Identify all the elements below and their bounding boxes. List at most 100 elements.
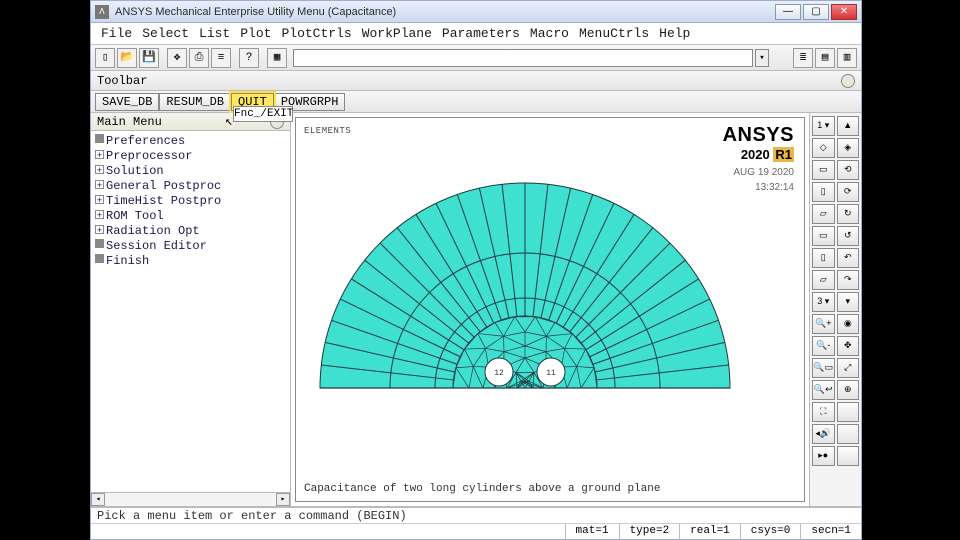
fit-view-icon[interactable]: ⛶ [812,402,835,422]
menu-parameters[interactable]: Parameters [438,24,524,43]
top-view-icon[interactable]: ▱ [812,204,835,224]
rot-nx-icon[interactable]: ↺ [837,226,860,246]
gui-conf-icon[interactable]: ≣ [793,48,813,68]
command-input[interactable] [293,49,753,67]
contour-icon[interactable]: ▤ [815,48,835,68]
status-blank [91,524,565,539]
report-icon[interactable]: ≡ [211,48,231,68]
oblique-view-icon[interactable]: ◈ [837,138,860,158]
tree-item-session-editor[interactable]: Session Editor [95,239,286,254]
status-real: real=1 [679,524,740,539]
blank-icon[interactable] [837,402,860,422]
prev-anim-icon[interactable]: ◂🔊 [812,424,835,444]
next-anim-icon[interactable]: ▸● [812,446,835,466]
roty-icon[interactable]: ⟳ [837,182,860,202]
help-icon[interactable]: ? [239,48,259,68]
status-secn: secn=1 [800,524,861,539]
bottom-view-icon[interactable]: ▱ [812,270,835,290]
leaf-icon[interactable] [95,134,104,143]
rot-ny-icon[interactable]: ↶ [837,248,860,268]
view-toolbar: 1 ▾ ▲ ◇ ◈ ▭ ⟲ ▯ ⟳ ▱ ↻ ▭ ↺ ▯ ↶ ▱ ↷ 3 ▾ ▾ … [809,113,861,506]
menu-workplane[interactable]: WorkPlane [358,24,436,43]
graphics-viewport[interactable]: ELEMENTS ANSYS 2020 R1 AUG 19 2020 13:32… [295,117,805,502]
expand-icon[interactable]: + [95,210,104,219]
menu-file[interactable]: File [97,24,136,43]
zoom-inc-button[interactable]: 3 ▾ [812,292,835,312]
raise-icon[interactable]: ▦ [267,48,287,68]
icon-toolbar: ▯ 📂 💾 ✥ ⎙ ≡ ? ▦ ▾ ≣ ▤ ▥ [91,45,861,71]
resume-db-button[interactable]: RESUM_DB [159,93,231,111]
zoom-in-icon[interactable]: 🔍+ [812,314,835,334]
zoom-box-icon[interactable]: 🔍▭ [812,358,835,378]
reset-icon[interactable]: ▥ [837,48,857,68]
screen-ctr-icon[interactable]: ⊕ [837,380,860,400]
ansys-brand: ANSYS [723,124,794,146]
leaf-icon[interactable] [95,254,104,263]
quick-buttons: SAVE_DB RESUM_DB QUIT POWRGRPH [91,91,861,113]
menu-macro[interactable]: Macro [526,24,573,43]
dyn-rotate-icon[interactable]: ◉ [837,314,860,334]
scroll-left-icon[interactable]: ◂ [91,493,105,506]
zoom-rate-icon[interactable]: ▾ [837,292,860,312]
tree-item-label: Solution [106,164,164,178]
zoom-back-icon[interactable]: 🔍↩ [812,380,835,400]
scroll-track[interactable] [105,493,276,506]
menu-select[interactable]: Select [138,24,193,43]
expand-icon[interactable]: + [95,180,104,189]
left-view-icon[interactable]: ▯ [812,248,835,268]
maximize-button[interactable]: ▢ [803,4,829,20]
tree-item-rom-tool[interactable]: +ROM Tool [95,209,286,224]
window-num-button[interactable]: 1 ▾ [812,116,835,136]
iso-view-icon[interactable]: ◇ [812,138,835,158]
rotz-icon[interactable]: ↻ [837,204,860,224]
menu-list[interactable]: List [195,24,234,43]
tree-item-radiation-opt[interactable]: +Radiation Opt [95,224,286,239]
menu-plot[interactable]: Plot [236,24,275,43]
front-view-icon[interactable]: ▭ [812,160,835,180]
tree-item-timehist-postpro[interactable]: +TimeHist Postpro [95,194,286,209]
menu-plotctrls[interactable]: PlotCtrls [277,24,355,43]
right-view-icon[interactable]: ▯ [812,182,835,202]
menubar: File Select List Plot PlotCtrls WorkPlan… [91,23,861,45]
save-icon[interactable]: 💾 [139,48,159,68]
pan-icon[interactable]: ✥ [167,48,187,68]
dyn-zoom-icon[interactable]: ⤢ [837,358,860,378]
minimize-button[interactable]: — [775,4,801,20]
status-area: Pick a menu item or enter a command (BEG… [91,507,861,539]
toolbar-collapse-icon[interactable] [841,74,855,88]
fit-up-icon[interactable]: ▲ [837,116,860,136]
expand-icon[interactable]: + [95,225,104,234]
dyn-pan-icon[interactable]: ✥ [837,336,860,356]
plot-caption: Capacitance of two long cylinders above … [304,483,660,495]
menu-menuctrls[interactable]: MenuCtrls [575,24,653,43]
rot-nz-icon[interactable]: ↷ [837,270,860,290]
main-menu-panel: Main Menu Preferences+Preprocessor+Solut… [91,113,291,506]
blank3-icon[interactable] [837,446,860,466]
status-mat: mat=1 [565,524,619,539]
toolbar-label-row: Toolbar [91,71,861,91]
rotx-icon[interactable]: ⟲ [837,160,860,180]
leaf-icon[interactable] [95,239,104,248]
expand-icon[interactable]: + [95,150,104,159]
scroll-right-icon[interactable]: ▸ [276,493,290,506]
command-dropdown[interactable]: ▾ [755,49,769,67]
tree-item-preferences[interactable]: Preferences [95,134,286,149]
open-icon[interactable]: 📂 [117,48,137,68]
tree-item-label: Radiation Opt [106,224,200,238]
new-icon[interactable]: ▯ [95,48,115,68]
menu-help[interactable]: Help [655,24,694,43]
save-db-button[interactable]: SAVE_DB [95,93,159,111]
close-button[interactable]: ✕ [831,4,857,20]
tree-item-general-postproc[interactable]: +General Postproc [95,179,286,194]
expand-icon[interactable]: + [95,195,104,204]
expand-icon[interactable]: + [95,165,104,174]
tree-item-solution[interactable]: +Solution [95,164,286,179]
tree-item-preprocessor[interactable]: +Preprocessor [95,149,286,164]
tree-hscroll[interactable]: ◂ ▸ [91,492,290,506]
zoom-out-icon[interactable]: 🔍- [812,336,835,356]
blank2-icon[interactable] [837,424,860,444]
print-icon[interactable]: ⎙ [189,48,209,68]
tree-item-finish[interactable]: Finish [95,254,286,269]
back-view-icon[interactable]: ▭ [812,226,835,246]
titlebar: Λ ANSYS Mechanical Enterprise Utility Me… [91,1,861,23]
